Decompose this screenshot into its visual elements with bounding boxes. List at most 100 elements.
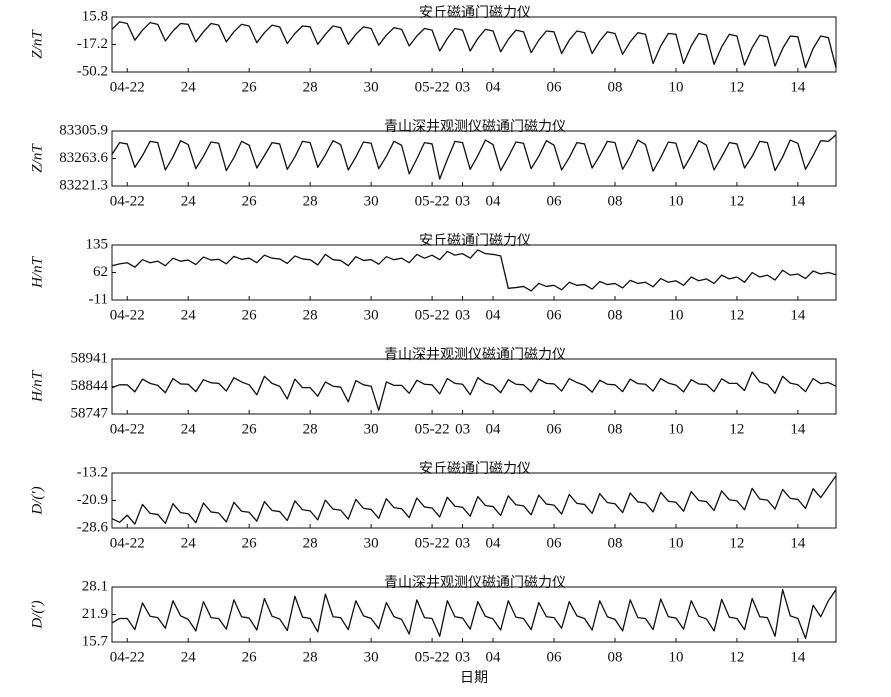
y-axis-label: D/(′) <box>29 600 45 629</box>
y-tick-label: 15.8 <box>82 8 108 24</box>
x-tick-label: 05-22 <box>415 193 450 209</box>
y-tick-label: -20.9 <box>77 492 108 508</box>
x-tick-label: 12 <box>729 79 744 95</box>
x-tick-label: 26 <box>242 535 258 551</box>
x-tick-label: 14 <box>790 193 806 209</box>
x-tick-label: 24 <box>181 307 197 323</box>
y-axis-label: D/(′) <box>29 486 45 515</box>
x-tick-label: 26 <box>242 307 258 323</box>
x-tick-label: 14 <box>790 421 806 437</box>
y-tick-label: -11 <box>89 291 108 307</box>
data-line <box>111 475 837 525</box>
x-tick-label: 08 <box>607 193 622 209</box>
x-tick-label: 24 <box>181 535 197 551</box>
x-tick-label: 05-22 <box>415 649 450 665</box>
panel: 28.1 21.9 15.704-22 24 26 28 30 05-22 03 04 06 08 10… <box>29 575 837 686</box>
x-axis-label: 日期 <box>460 670 488 686</box>
x-tick-label: 06 <box>547 421 563 437</box>
y-tick-label: 83305.9 <box>59 122 108 138</box>
data-line <box>111 21 837 69</box>
y-tick-label: 21.9 <box>82 606 108 622</box>
x-tick-label: 30 <box>364 649 379 665</box>
y-tick-label: -17.2 <box>77 36 108 52</box>
x-tick-label: 04 <box>486 79 502 95</box>
x-tick-label: 26 <box>242 649 258 665</box>
y-tick-label: -13.2 <box>77 464 108 480</box>
x-tick-label: 28 <box>303 649 318 665</box>
y-tick-label: 15.7 <box>82 633 109 649</box>
x-tick-label: 03 <box>455 307 470 323</box>
y-axis-label: Z/nT <box>29 29 45 59</box>
x-tick-label: 04 <box>486 649 502 665</box>
y-tick-label: 135 <box>86 236 109 252</box>
panel: 15.8 -17.2 -50.204-22 24 26 28 30 05-22 03 04 06 08… <box>29 5 837 95</box>
x-tick-label: 30 <box>364 535 379 551</box>
y-tick-label: 58844 <box>71 378 109 394</box>
data-line <box>111 249 837 292</box>
x-tick-label: 14 <box>790 307 806 323</box>
x-tick-label: 08 <box>607 421 622 437</box>
x-tick-label: 28 <box>303 79 318 95</box>
x-tick-label: 06 <box>547 79 563 95</box>
x-tick-label: 10 <box>668 307 683 323</box>
y-tick-label: 62 <box>93 264 108 280</box>
x-tick-label: 04-22 <box>110 421 145 437</box>
x-tick-label: 26 <box>242 79 258 95</box>
panel-title: 安丘磁通门磁力仪 <box>419 5 531 21</box>
x-tick-label: 10 <box>668 649 683 665</box>
x-tick-label: 30 <box>364 307 379 323</box>
panel: 83305.9 83263.6 83221.304-22 24 26 28 30 05-22 0… <box>29 119 837 209</box>
y-axis-label: H/nT <box>29 255 45 289</box>
x-tick-label: 08 <box>607 649 622 665</box>
x-tick-label: 04 <box>486 193 502 209</box>
x-tick-label: 04-22 <box>110 307 145 323</box>
x-tick-label: 10 <box>668 193 683 209</box>
x-tick-label: 10 <box>668 535 683 551</box>
x-tick-label: 04-22 <box>110 535 145 551</box>
x-tick-label: 06 <box>547 307 563 323</box>
x-tick-label: 28 <box>303 535 318 551</box>
x-tick-label: 14 <box>790 535 806 551</box>
panel-title: 青山深井观测仪磁通门磁力仪 <box>384 119 566 135</box>
x-tick-label: 04 <box>486 307 502 323</box>
y-tick-label: 58941 <box>71 350 109 366</box>
data-line <box>111 371 837 411</box>
plot-frame <box>111 472 837 529</box>
x-tick-label: 03 <box>455 535 470 551</box>
x-tick-label: 28 <box>303 307 318 323</box>
x-tick-label: 08 <box>607 535 622 551</box>
x-tick-label: 05-22 <box>415 535 450 551</box>
x-tick-label: 06 <box>547 193 563 209</box>
panel: -13.2 -20.9 -28.604-22 24 26 28 30 05-22 03 04 06 0… <box>29 461 837 551</box>
x-tick-label: 05-22 <box>415 307 450 323</box>
y-tick-label: 83221.3 <box>59 177 108 193</box>
x-tick-label: 04-22 <box>110 193 145 209</box>
x-tick-label: 08 <box>607 307 622 323</box>
x-tick-label: 28 <box>303 193 318 209</box>
x-tick-label: 26 <box>242 421 258 437</box>
x-tick-label: 14 <box>790 649 806 665</box>
x-tick-label: 12 <box>729 193 744 209</box>
x-tick-label: 12 <box>729 307 744 323</box>
x-tick-label: 04-22 <box>110 79 145 95</box>
x-tick-label: 06 <box>547 649 563 665</box>
panel-title: 青山深井观测仪磁通门磁力仪 <box>384 575 566 591</box>
x-tick-label: 05-22 <box>415 421 450 437</box>
y-tick-label: 58747 <box>71 405 109 421</box>
x-tick-label: 04-22 <box>110 649 145 665</box>
x-tick-label: 24 <box>181 193 197 209</box>
y-axis-label: Z/nT <box>29 143 45 173</box>
x-tick-label: 12 <box>729 649 744 665</box>
x-tick-label: 10 <box>668 79 683 95</box>
x-tick-label: 03 <box>455 421 470 437</box>
panel-title: 安丘磁通门磁力仪 <box>419 233 531 249</box>
y-axis-label: H/nT <box>29 369 45 403</box>
x-tick-label: 26 <box>242 193 258 209</box>
y-tick-label: -50.2 <box>77 63 108 79</box>
plot-frame <box>111 130 837 187</box>
x-tick-label: 03 <box>455 649 470 665</box>
panel-title: 安丘磁通门磁力仪 <box>419 461 531 477</box>
x-tick-label: 24 <box>181 79 197 95</box>
x-tick-label: 03 <box>455 79 470 95</box>
